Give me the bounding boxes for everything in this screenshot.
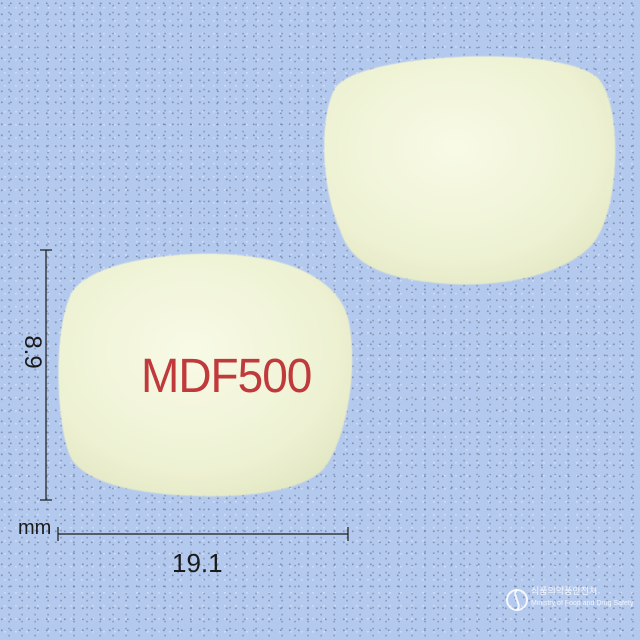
watermark-english: Ministry of Food and Drug Safety — [531, 600, 634, 607]
height-label: 8.9 — [19, 335, 46, 369]
front-tablet — [58, 253, 353, 497]
width-label: 19.1 — [172, 548, 223, 578]
unit-label: mm — [18, 517, 52, 539]
tablet-imprint: MDF500 — [141, 347, 312, 403]
ministry-logo-icon — [506, 589, 528, 611]
back-tablet — [324, 56, 616, 285]
watermark-korean: 식품의약품안전처 — [531, 586, 598, 596]
